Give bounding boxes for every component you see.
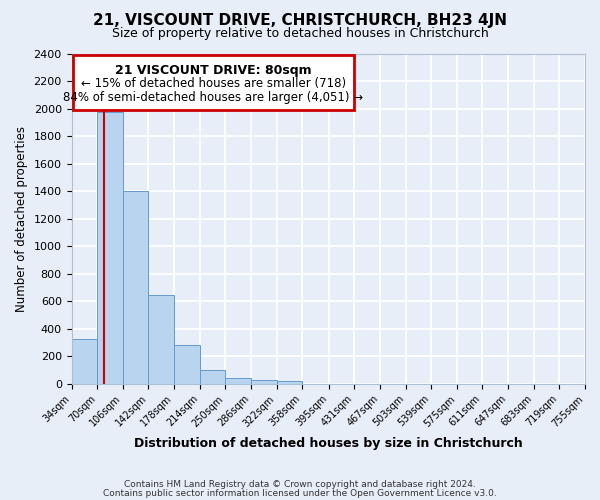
Bar (97, 112, 123, 384)
Bar (71, 340, 97, 384)
Bar (148, 294, 174, 384)
Text: Contains public sector information licensed under the Open Government Licence v3: Contains public sector information licen… (103, 488, 497, 498)
Bar (200, 370, 226, 384)
X-axis label: Distribution of detached houses by size in Christchurch: Distribution of detached houses by size … (134, 437, 523, 450)
Bar (251, 380, 277, 384)
FancyBboxPatch shape (73, 56, 353, 110)
Bar (123, 192, 148, 384)
Text: Contains HM Land Registry data © Crown copyright and database right 2024.: Contains HM Land Registry data © Crown c… (124, 480, 476, 489)
Text: 84% of semi-detached houses are larger (4,051) →: 84% of semi-detached houses are larger (… (63, 91, 364, 104)
Text: 21, VISCOUNT DRIVE, CHRISTCHURCH, BH23 4JN: 21, VISCOUNT DRIVE, CHRISTCHURCH, BH23 4… (93, 12, 507, 28)
Text: 21 VISCOUNT DRIVE: 80sqm: 21 VISCOUNT DRIVE: 80sqm (115, 64, 311, 76)
Text: ← 15% of detached houses are smaller (718): ← 15% of detached houses are smaller (71… (80, 78, 346, 90)
Y-axis label: Number of detached properties: Number of detached properties (15, 126, 28, 312)
Bar (174, 346, 200, 384)
Text: Size of property relative to detached houses in Christchurch: Size of property relative to detached ho… (112, 28, 488, 40)
Bar (226, 378, 251, 384)
Bar (277, 381, 302, 384)
